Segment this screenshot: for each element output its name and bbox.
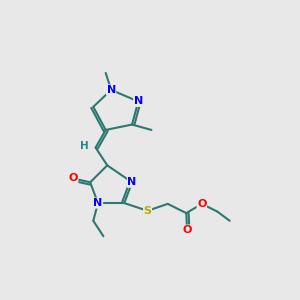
Text: O: O [68,173,78,184]
Text: S: S [144,206,152,216]
Text: O: O [197,199,206,209]
Text: N: N [93,198,103,208]
Text: H: H [80,141,89,151]
Text: N: N [134,96,143,106]
Text: N: N [106,85,116,95]
Text: O: O [182,225,192,235]
Text: N: N [128,177,137,187]
